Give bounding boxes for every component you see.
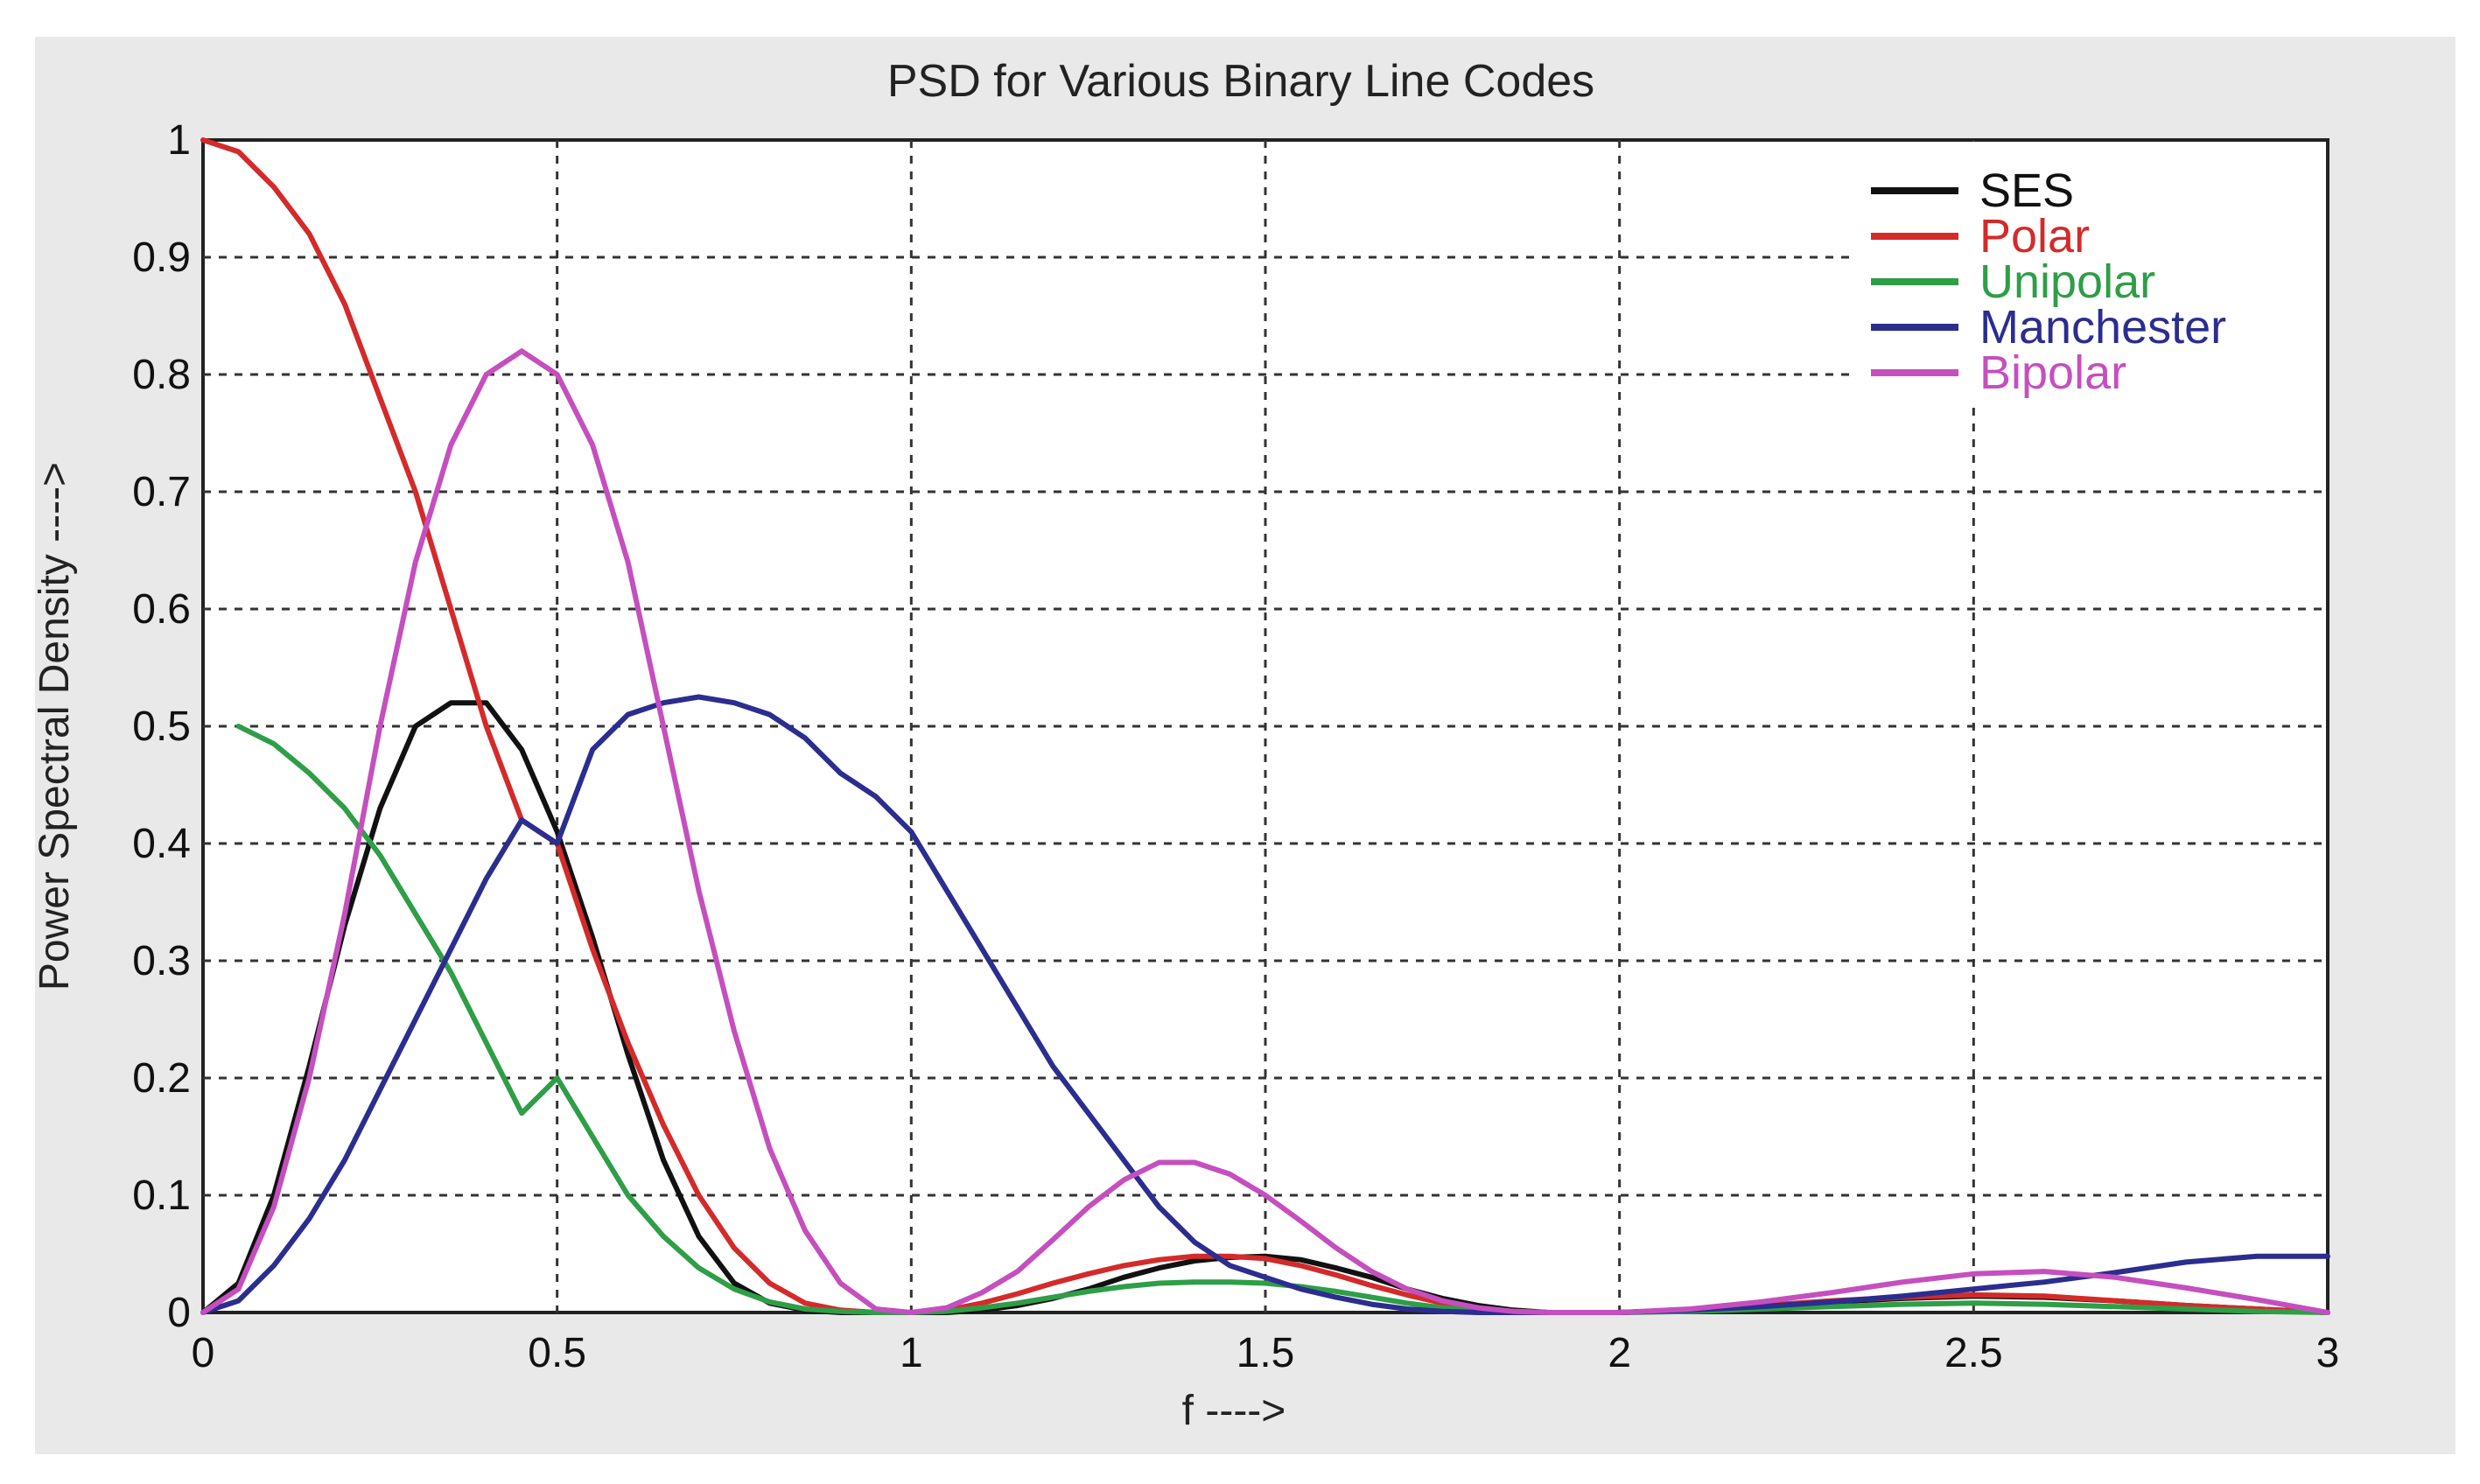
x-axis-ticks: 0 0.5 1 1.5 2 2.5 3 [192, 1330, 2340, 1376]
y-tick-label: 1 [167, 117, 191, 164]
x-axis-label: f ----> [1182, 1388, 1286, 1434]
series-line-manchester [200, 694, 2330, 1315]
y-tick-label: 0.8 [132, 352, 191, 398]
y-tick-label: 0.9 [132, 234, 191, 281]
legend-label-unipolar: Unipolar [1979, 256, 2155, 308]
x-tick-label: 3 [2316, 1330, 2340, 1376]
y-tick-label: 0.3 [132, 938, 191, 984]
y-tick-label: 0.5 [132, 704, 191, 750]
x-tick-label: 1.5 [1236, 1330, 1295, 1376]
y-axis-label: Power Spectral Density ----> [32, 462, 78, 990]
x-tick-label: 2.5 [1944, 1330, 2003, 1376]
y-tick-label: 0.1 [132, 1172, 191, 1219]
x-tick-label: 2 [1608, 1330, 1631, 1376]
y-tick-label: 0.7 [132, 469, 191, 515]
legend-label-bipolar: Bipolar [1979, 346, 2126, 399]
series-line-bipolar [200, 348, 2330, 1315]
y-tick-label: 0.2 [132, 1055, 191, 1102]
y-tick-label: 0.6 [132, 586, 191, 633]
data-series [200, 137, 2330, 1315]
legend-label-manchester: Manchester [1979, 301, 2226, 354]
x-tick-label: 0 [192, 1330, 215, 1376]
y-tick-label: 0 [167, 1290, 191, 1336]
chart-title: PSD for Various Binary Line Codes [887, 56, 1594, 107]
y-tick-label: 0.4 [132, 821, 191, 867]
y-axis-ticks: 0 0.1 0.2 0.3 0.4 0.5 0.6 0.7 0.8 0.9 1 [132, 117, 191, 1336]
x-tick-label: 0.5 [528, 1330, 586, 1376]
x-tick-label: 1 [900, 1330, 923, 1376]
legend-label-ses: SES [1979, 164, 2074, 217]
legend-label-polar: Polar [1979, 210, 2090, 262]
legend-box [1853, 142, 2326, 404]
